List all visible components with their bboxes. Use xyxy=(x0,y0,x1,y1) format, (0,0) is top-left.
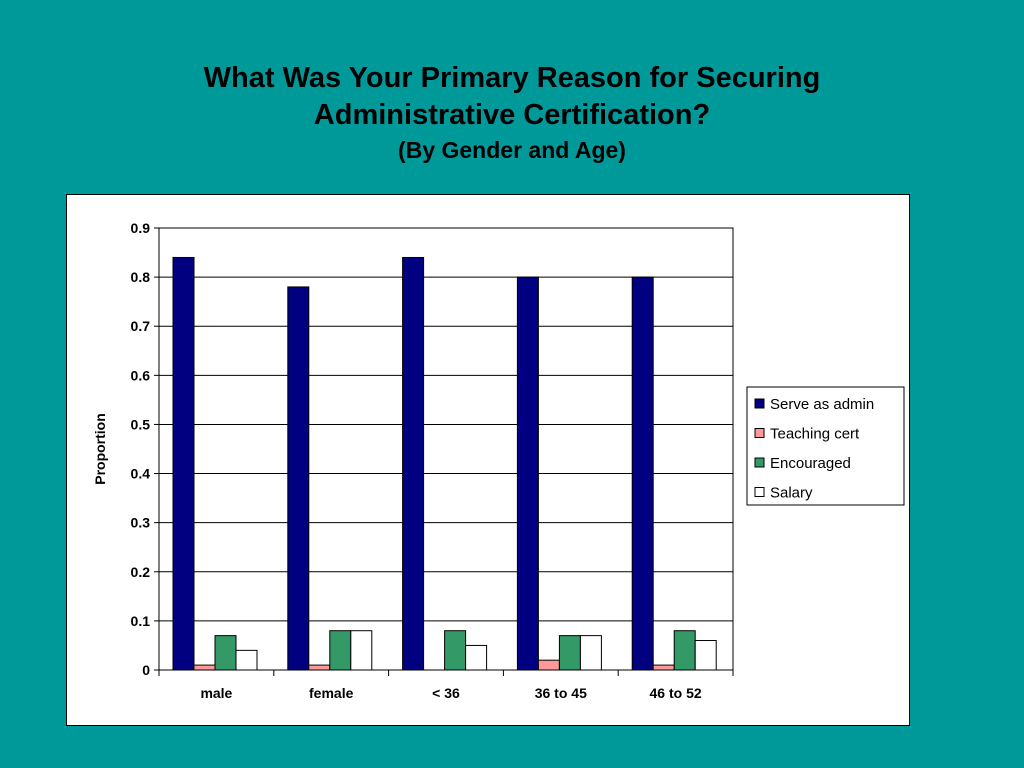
title-line-1: What Was Your Primary Reason for Securin… xyxy=(203,62,821,94)
chart-panel: 0 0.1 0.2 0.3 0.4 0.5 0.6 0.7 0.8 0.9 male female < … xyxy=(66,194,910,726)
y-tick-label: 0.9 xyxy=(131,220,151,236)
legend-swatch xyxy=(754,487,765,497)
bar-teaching-cert xyxy=(193,664,216,671)
bar-encouraged xyxy=(673,630,696,671)
legend-label: Salary xyxy=(770,485,813,502)
legend-label: Serve as admin xyxy=(770,396,874,413)
y-tick-label: 0.5 xyxy=(131,416,151,432)
x-tick-label: male xyxy=(200,685,232,701)
bar-teaching-cert xyxy=(537,659,560,671)
title-line-2: Administrative Certification? xyxy=(313,99,711,131)
bar-salary xyxy=(235,649,258,671)
axes: 0 0.1 0.2 0.3 0.4 0.5 0.6 0.7 0.8 0.9 male female < … xyxy=(131,220,734,701)
bar-serve-as-admin xyxy=(287,286,310,671)
legend-label: Encouraged xyxy=(770,455,851,472)
legend-swatch xyxy=(754,428,765,438)
bar-encouraged xyxy=(214,635,237,671)
y-tick-label: 0.8 xyxy=(131,269,151,285)
bar-teaching-cert xyxy=(652,664,675,671)
legend-label: Teaching cert xyxy=(770,426,860,443)
bar-salary xyxy=(350,630,373,671)
bar-salary xyxy=(465,644,488,671)
bar-encouraged xyxy=(329,630,352,671)
y-tick-label: 0.6 xyxy=(131,367,151,383)
bar-serve-as-admin xyxy=(172,256,195,671)
bar-encouraged xyxy=(558,635,581,671)
bar-serve-as-admin xyxy=(402,256,425,671)
bar-serve-as-admin xyxy=(516,276,539,671)
x-tick-label: 46 to 52 xyxy=(650,685,702,701)
y-tick-label: 0.4 xyxy=(131,466,151,482)
bar-chart: 0 0.1 0.2 0.3 0.4 0.5 0.6 0.7 0.8 0.9 male female < … xyxy=(92,220,905,701)
slide-title: What Was Your Primary Reason for Securin… xyxy=(0,60,1024,166)
y-tick-label: 0 xyxy=(142,662,150,678)
legend-swatch xyxy=(754,398,765,409)
bar-salary xyxy=(579,635,602,671)
y-tick-label: 0.7 xyxy=(131,318,151,334)
bar-serve-as-admin xyxy=(631,276,654,671)
y-tick-label: 0.3 xyxy=(131,515,151,531)
y-tick-label: 0.1 xyxy=(131,613,151,629)
slide-subtitle: (By Gender and Age) xyxy=(398,137,626,163)
legend: Serve as admin Teaching cert Encouraged Sal… xyxy=(746,386,905,506)
bar-teaching-cert xyxy=(308,664,331,671)
y-axis-label: Proportion xyxy=(92,413,108,485)
legend-box xyxy=(746,386,905,506)
bar-salary xyxy=(694,640,717,671)
x-tick-label: 36 to 45 xyxy=(535,685,587,701)
x-tick-label: female xyxy=(309,685,354,701)
x-tick-label: < 36 xyxy=(432,685,460,701)
bars xyxy=(172,256,717,671)
y-tick-label: 0.2 xyxy=(131,564,151,580)
legend-swatch xyxy=(754,457,765,468)
bar-encouraged xyxy=(444,630,467,671)
